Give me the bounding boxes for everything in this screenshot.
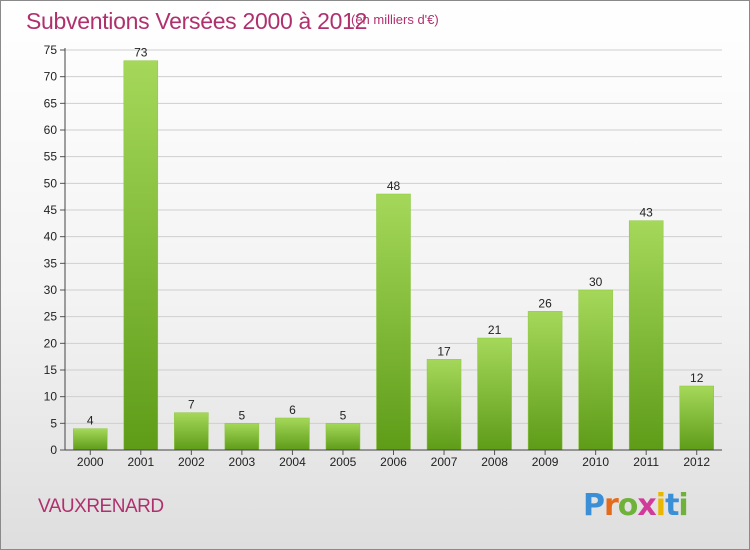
- logo-letter: P: [583, 488, 605, 523]
- y-tick-label: 65: [44, 96, 58, 110]
- bar-value-label: 21: [488, 323, 502, 337]
- x-tick-label: 2001: [127, 455, 154, 469]
- logo-letter: x: [637, 488, 656, 523]
- logo-letter: i: [678, 488, 688, 523]
- x-tick-label: 2007: [431, 455, 458, 469]
- bar: [174, 412, 209, 451]
- commune-name: VAUXRENARD: [38, 496, 164, 517]
- chart-subtitle: (en milliers d'€): [351, 12, 439, 27]
- bar-value-label: 5: [239, 408, 246, 422]
- bar: [123, 60, 159, 451]
- bar: [224, 423, 260, 451]
- bar-value-label: 73: [134, 46, 148, 60]
- x-tick-label: 2011: [633, 455, 659, 469]
- bars: 4 73 7 5 6 5 48 17 21 26 30 43 12: [73, 46, 714, 451]
- bar: [376, 193, 411, 451]
- bar: [275, 417, 310, 451]
- bar-value-label: 30: [589, 275, 603, 289]
- bar-value-label: 12: [690, 371, 704, 385]
- bar: [73, 428, 108, 451]
- logo-letter: r: [604, 488, 619, 523]
- x-tick-label: 2004: [279, 455, 306, 469]
- chart-title: Subventions Versées 2000 à 2012: [26, 8, 368, 34]
- y-tick-label: 5: [50, 416, 57, 430]
- bar: [679, 385, 714, 451]
- y-tick-label: 25: [44, 310, 58, 324]
- x-tick-label: 2008: [481, 455, 508, 469]
- y-tick-label: 20: [44, 336, 58, 350]
- y-tick-label: 60: [44, 123, 58, 137]
- bar: [325, 423, 361, 451]
- bar-value-label: 43: [640, 206, 654, 220]
- bar: [477, 337, 512, 451]
- y-tick-label: 55: [44, 150, 58, 164]
- y-tick-label: 70: [44, 70, 58, 84]
- y-tick-label: 15: [44, 363, 58, 377]
- y-tick-label: 50: [44, 176, 58, 190]
- y-tick-label: 30: [44, 283, 58, 297]
- bar-value-label: 48: [387, 179, 401, 193]
- logo-letter: i: [655, 488, 666, 523]
- bar: [578, 289, 613, 451]
- x-tick-label: 2005: [330, 455, 357, 469]
- bar: [426, 359, 462, 451]
- bar: [628, 220, 664, 451]
- bar-value-label: 17: [437, 344, 451, 358]
- x-tick-label: 2002: [178, 455, 205, 469]
- x-tick-label: 2006: [380, 455, 407, 469]
- bar-value-label: 5: [340, 408, 347, 422]
- y-tick-label: 35: [44, 256, 58, 270]
- proxiti-logo: Proxiti: [583, 488, 689, 523]
- bar: [527, 311, 563, 451]
- logo-letter: o: [617, 488, 639, 523]
- bar-value-label: 4: [87, 414, 94, 428]
- x-tick-label: 2000: [77, 455, 104, 469]
- y-tick-label: 0: [50, 443, 57, 457]
- x-tick-label: 2003: [229, 455, 256, 469]
- x-tick-label: 2012: [683, 455, 710, 469]
- x-tick-label: 2009: [532, 455, 559, 469]
- bar-value-label: 6: [289, 403, 296, 417]
- y-tick-label: 45: [44, 203, 58, 217]
- logo-letter: t: [665, 488, 679, 523]
- bar-value-label: 26: [538, 296, 552, 310]
- y-tick-label: 75: [44, 43, 58, 57]
- y-tick-label: 40: [44, 230, 58, 244]
- y-tick-label: 10: [44, 390, 58, 404]
- x-tick-label: 2010: [582, 455, 609, 469]
- bar-value-label: 7: [188, 398, 195, 412]
